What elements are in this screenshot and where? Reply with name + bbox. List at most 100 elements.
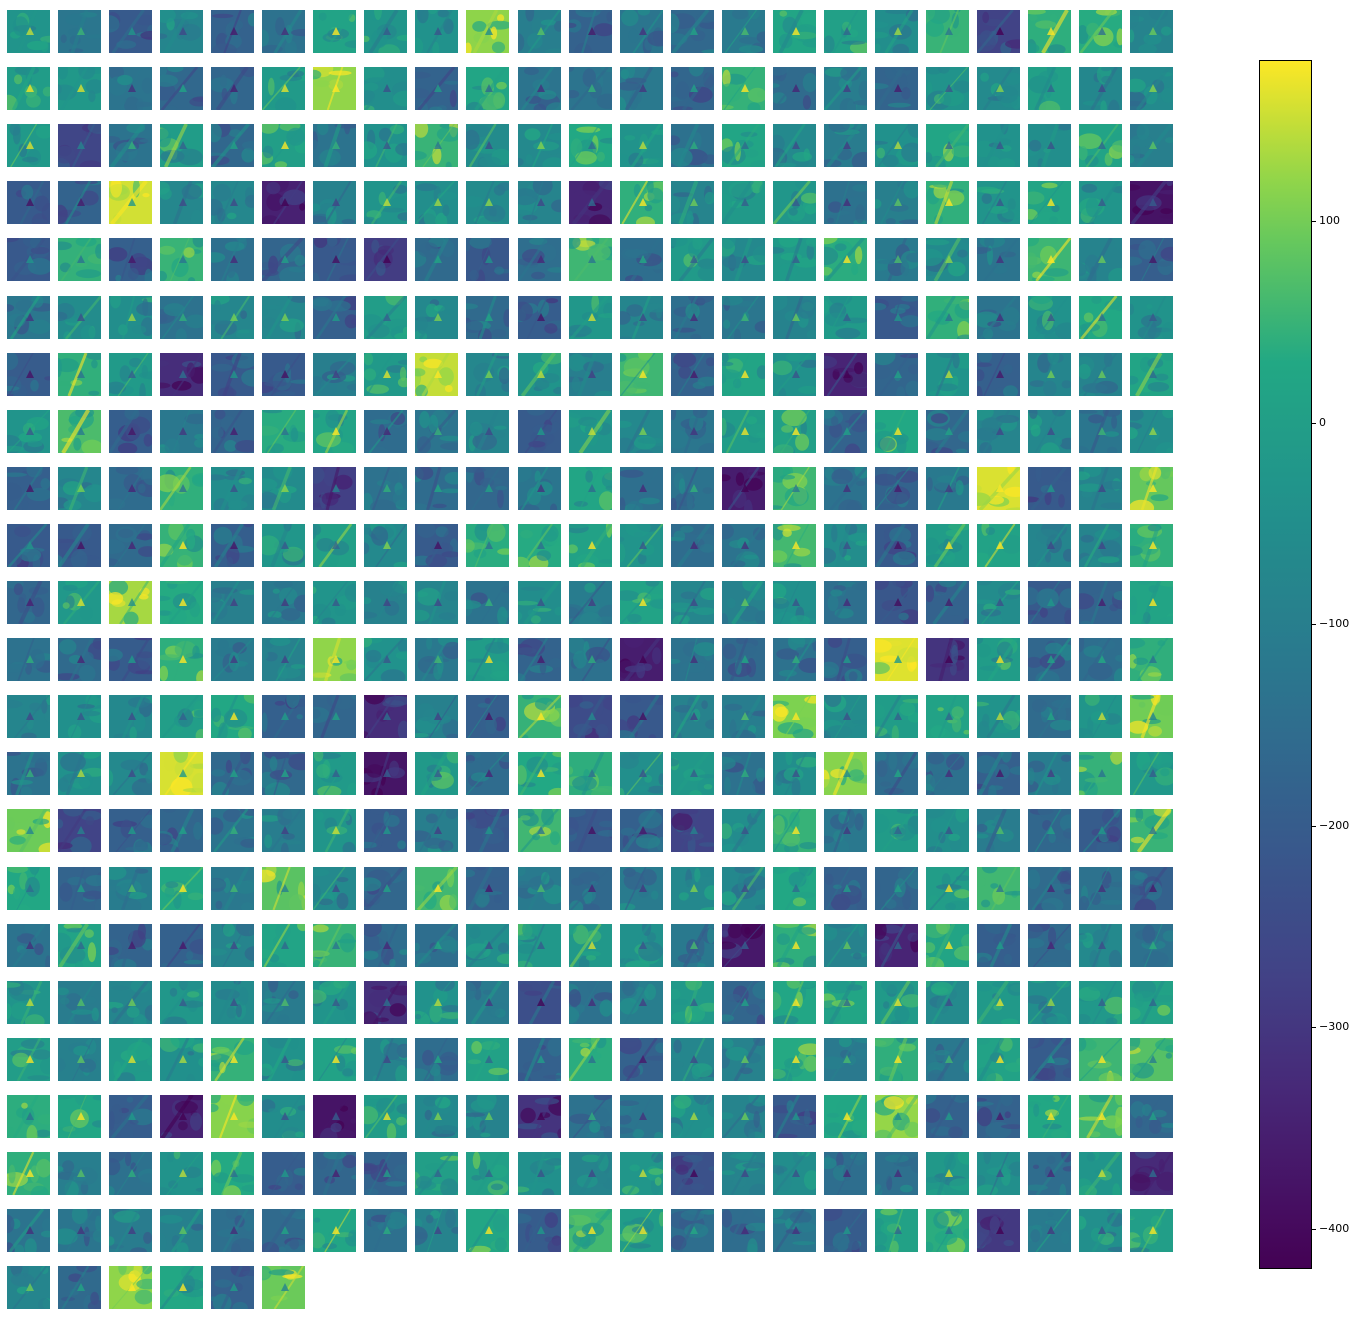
feature-map-tile — [1028, 296, 1071, 339]
feature-map-tile — [1130, 695, 1173, 738]
feature-map-tile — [518, 467, 561, 510]
feature-map-tile — [824, 238, 867, 281]
feature-map-tile — [211, 1266, 254, 1309]
feature-map-tile — [1130, 524, 1173, 567]
feature-map-tile — [364, 10, 407, 53]
feature-map-tile — [569, 238, 612, 281]
feature-map-tile — [977, 181, 1020, 224]
feature-map-tile — [160, 981, 203, 1024]
feature-map-tile — [977, 638, 1020, 681]
colorbar-tick-mark — [1311, 422, 1316, 424]
feature-map-tile — [875, 524, 918, 567]
feature-map-tile — [722, 1152, 765, 1195]
feature-map-tile — [364, 467, 407, 510]
feature-map-tile — [824, 809, 867, 852]
feature-map-tile — [211, 181, 254, 224]
feature-map-tile — [926, 809, 969, 852]
colorbar-tick-label: −400 — [1319, 1221, 1350, 1235]
feature-map-tile — [875, 924, 918, 967]
feature-map-tile — [58, 524, 101, 567]
feature-map-tile — [1079, 10, 1122, 53]
feature-map-tile — [1028, 181, 1071, 224]
feature-map-tile — [875, 10, 918, 53]
feature-map-tile — [926, 638, 969, 681]
feature-map-tile — [773, 638, 816, 681]
feature-map-tile — [7, 524, 50, 567]
feature-map-tile — [262, 10, 305, 53]
feature-map-tile — [415, 867, 458, 910]
feature-map-tile — [518, 124, 561, 167]
feature-map-tile — [109, 981, 152, 1024]
feature-map-tile — [1028, 1038, 1071, 1081]
feature-map-tile — [211, 924, 254, 967]
feature-map-tile — [620, 638, 663, 681]
feature-map-tile — [313, 467, 356, 510]
feature-map-tile — [313, 695, 356, 738]
colorbar-tick-label: −100 — [1319, 617, 1350, 631]
feature-map-tile — [1079, 124, 1122, 167]
feature-map-tile — [160, 353, 203, 396]
feature-map-tile — [569, 181, 612, 224]
feature-map-tile — [7, 238, 50, 281]
feature-map-tile — [722, 981, 765, 1024]
feature-map-tile — [875, 809, 918, 852]
feature-map-tile — [160, 67, 203, 110]
feature-map-tile — [211, 296, 254, 339]
feature-map-tile — [262, 1266, 305, 1309]
feature-map-tile — [160, 524, 203, 567]
feature-map-tile — [415, 67, 458, 110]
feature-map-tile — [211, 124, 254, 167]
feature-map-tile — [466, 924, 509, 967]
feature-map-tile — [1079, 981, 1122, 1024]
colorbar-gradient — [1259, 60, 1312, 1269]
feature-map-tile — [1130, 924, 1173, 967]
feature-map-tile — [1028, 10, 1071, 53]
feature-map-tile — [211, 353, 254, 396]
feature-map-tile — [722, 638, 765, 681]
feature-map-tile — [569, 524, 612, 567]
feature-map-tile — [620, 924, 663, 967]
feature-map-tile — [211, 752, 254, 795]
feature-map-tile — [569, 1095, 612, 1138]
feature-map-tile — [773, 124, 816, 167]
feature-map-tile — [1079, 353, 1122, 396]
feature-map-tile — [109, 1209, 152, 1252]
feature-map-tile — [569, 695, 612, 738]
feature-map-tile — [466, 981, 509, 1024]
feature-map-tile — [518, 181, 561, 224]
feature-map-tile — [671, 1209, 714, 1252]
feature-map-tile — [109, 124, 152, 167]
feature-map-tile — [211, 695, 254, 738]
feature-map-tile — [262, 1209, 305, 1252]
feature-map-tile — [518, 867, 561, 910]
feature-map-tile — [313, 752, 356, 795]
feature-map-tile — [1130, 410, 1173, 453]
feature-map-tile — [926, 10, 969, 53]
feature-map-tile — [773, 1209, 816, 1252]
feature-map-tile — [313, 296, 356, 339]
feature-map-tile — [109, 353, 152, 396]
feature-map-tile — [1028, 238, 1071, 281]
feature-map-tile — [926, 467, 969, 510]
feature-map-tile — [1028, 867, 1071, 910]
feature-map-tile — [1079, 924, 1122, 967]
feature-map-tile — [620, 1209, 663, 1252]
feature-map-tile — [160, 809, 203, 852]
feature-map-tile — [722, 124, 765, 167]
feature-map-tile — [364, 1152, 407, 1195]
feature-map-tile — [722, 924, 765, 967]
feature-map-tile — [1130, 353, 1173, 396]
feature-map-tile — [7, 124, 50, 167]
feature-map-tile — [620, 67, 663, 110]
feature-map-tile — [1130, 467, 1173, 510]
feature-map-tile — [313, 924, 356, 967]
feature-map-tile — [160, 1266, 203, 1309]
feature-map-tile — [160, 1209, 203, 1252]
feature-map-tile — [773, 752, 816, 795]
feature-map-tile — [722, 296, 765, 339]
feature-map-tile — [160, 752, 203, 795]
feature-map-tile — [569, 924, 612, 967]
feature-map-tile — [58, 67, 101, 110]
feature-map-tile — [7, 1095, 50, 1138]
feature-map-tile — [569, 638, 612, 681]
